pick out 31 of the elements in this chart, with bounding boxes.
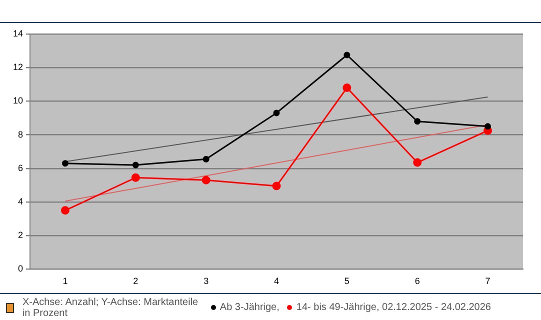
point (60, 206, 70, 215)
x-tick-label: 1 (62, 276, 68, 286)
y-tick-label: 14 (12, 28, 24, 38)
x-tick-label: 3 (204, 276, 209, 286)
point (272, 182, 281, 190)
point (342, 84, 352, 92)
y-tick-label: 8 (18, 129, 24, 140)
point (344, 52, 350, 58)
y-tick-label: 6 (18, 162, 24, 173)
point (414, 118, 421, 125)
x-tick-label: 5 (344, 276, 350, 286)
x-tick-label: 6 (414, 276, 420, 286)
y-tick-label: 2 (18, 230, 24, 240)
x-tick-label: 2 (133, 276, 138, 286)
y-tick-label: 0 (18, 264, 24, 274)
legend-label: Ab 3-Jährige, (220, 302, 280, 313)
point (62, 160, 68, 167)
point (202, 176, 210, 184)
y-tick-label: 12 (12, 62, 24, 72)
point (484, 123, 492, 130)
point (273, 110, 280, 116)
point (131, 173, 140, 182)
point (413, 158, 422, 167)
y-tick-label: 10 (12, 96, 24, 106)
x-tick-label: 7 (485, 276, 490, 286)
point (202, 156, 210, 162)
text: X-Achse: Anzahl; Y-Achse: Marktanteile in Prozent (22, 296, 200, 318)
x-tick-label: 4 (274, 276, 280, 286)
point (132, 162, 139, 168)
legend-label: 14- bis 49-Jährige, 02.12.2025 - 24.02.2026 (296, 302, 491, 313)
y-tick-label: 4 (18, 196, 24, 206)
